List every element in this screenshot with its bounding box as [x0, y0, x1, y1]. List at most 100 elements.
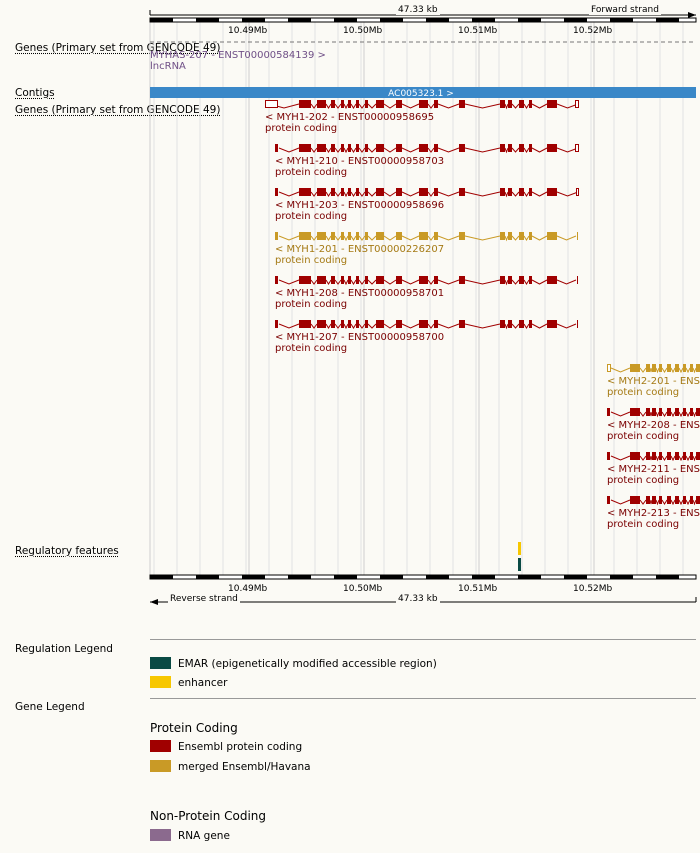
intron [325, 147, 332, 153]
exon [419, 144, 428, 152]
gene-legend-title: Gene Legend [15, 701, 85, 713]
exon [547, 144, 557, 152]
bottom-span-arrowhead [150, 599, 158, 605]
exon [683, 364, 686, 372]
transcript-name-myh2-208[interactable]: < MYH2-208 - ENS [607, 420, 700, 431]
transcripts-group [265, 100, 700, 506]
intron [437, 279, 460, 285]
exon-cap [275, 232, 278, 240]
exon [376, 276, 384, 284]
exon [317, 232, 326, 240]
intron [334, 191, 342, 197]
exon [317, 276, 326, 284]
exon [683, 496, 686, 504]
exon [299, 320, 311, 328]
exon [434, 100, 438, 108]
contig-label: AC005323.1 > [388, 89, 454, 99]
exon [348, 232, 351, 240]
top-tick-2: 10.50Mb [343, 26, 383, 36]
transcript-name-myh1-208[interactable]: < MYH1-208 - ENST00000958701 [275, 288, 445, 299]
bottom-span-text: 47.33 kb [396, 594, 440, 604]
track-label-genes-primary-2[interactable]: Genes (Primary set from GENCODE 49) [15, 104, 221, 116]
exon [396, 276, 402, 284]
intron [685, 455, 691, 462]
exon-cap [607, 452, 610, 460]
intron [343, 323, 349, 330]
intron [383, 323, 397, 329]
top-span-arrowhead [688, 12, 696, 18]
exon [356, 320, 359, 328]
intron [358, 323, 366, 329]
exon [317, 100, 326, 108]
track-label-genes-primary[interactable]: Genes (Primary set from GENCODE 49) [15, 42, 221, 54]
transcript-name-myh1-207[interactable]: < MYH1-207 - ENST00000958700 [275, 332, 445, 343]
top-tick-3: 10.51Mb [458, 26, 498, 36]
enhancer-feature[interactable] [518, 542, 521, 555]
exon [508, 320, 512, 328]
scale-block [518, 18, 541, 22]
intron [437, 147, 460, 153]
exon [376, 188, 384, 196]
exon [348, 276, 351, 284]
transcript-name-myh2-211[interactable]: < MYH2-211 - ENS [607, 464, 700, 475]
exon [434, 144, 438, 152]
intron [556, 323, 577, 329]
exon [683, 452, 686, 460]
intron [655, 367, 660, 374]
exon [365, 100, 368, 108]
track-label-regulatory[interactable]: Regulatory features [15, 545, 119, 557]
exon [341, 232, 344, 240]
intron [427, 323, 435, 329]
contig-bar[interactable] [150, 87, 696, 98]
exon [341, 188, 344, 196]
intron [511, 147, 520, 153]
exon [348, 100, 351, 108]
intron [661, 499, 668, 505]
track-label-contigs[interactable]: Contigs [15, 87, 55, 99]
intron [310, 147, 318, 153]
exon [696, 364, 700, 372]
intron [278, 323, 300, 329]
scale-block [334, 575, 357, 579]
lncrna-name[interactable]: MYHAS-207 - ENST00000584139 > [150, 50, 326, 61]
intron [639, 499, 647, 505]
exon [434, 320, 438, 328]
exon [396, 320, 402, 328]
transcript-name-myh1-203[interactable]: < MYH1-203 - ENST00000958696 [275, 200, 445, 211]
transcript-model [275, 276, 578, 286]
intron [367, 103, 377, 109]
scale-block [518, 575, 541, 579]
divider [150, 639, 696, 640]
emar-feature[interactable] [518, 558, 521, 571]
intron [278, 147, 300, 153]
intron [661, 455, 668, 461]
exon [500, 100, 505, 108]
intron [464, 191, 501, 197]
intron [350, 279, 357, 285]
exon [434, 232, 438, 240]
intron [437, 235, 460, 241]
scale-block [288, 18, 311, 22]
scale-block [380, 575, 403, 579]
intron [278, 191, 300, 197]
transcript-biotype: protein coding [607, 431, 680, 442]
exon [675, 496, 679, 504]
intron [358, 191, 366, 197]
non-protein-coding-heading: Non-Protein Coding [150, 809, 267, 823]
transcript-name-myh2-213[interactable]: < MYH2-213 - ENS [607, 508, 700, 519]
transcript-name-myh2-201[interactable]: < MYH2-201 - ENS [607, 376, 700, 387]
intron [350, 147, 357, 153]
intron [511, 323, 520, 329]
exon [356, 100, 359, 108]
exon [667, 496, 671, 504]
exon [667, 364, 671, 372]
transcript-name-myh1-202[interactable]: < MYH1-202 - ENST00000958695 [265, 112, 435, 123]
exon [652, 496, 656, 504]
transcript-biotype: protein coding [275, 255, 348, 266]
intron [350, 191, 357, 197]
intron [670, 499, 676, 506]
transcript-name-myh1-210[interactable]: < MYH1-210 - ENST00000958703 [275, 156, 445, 167]
exon [331, 232, 335, 240]
scale-block [426, 18, 449, 22]
transcript-name-myh1-201[interactable]: < MYH1-201 - ENST00000226207 [275, 244, 445, 255]
